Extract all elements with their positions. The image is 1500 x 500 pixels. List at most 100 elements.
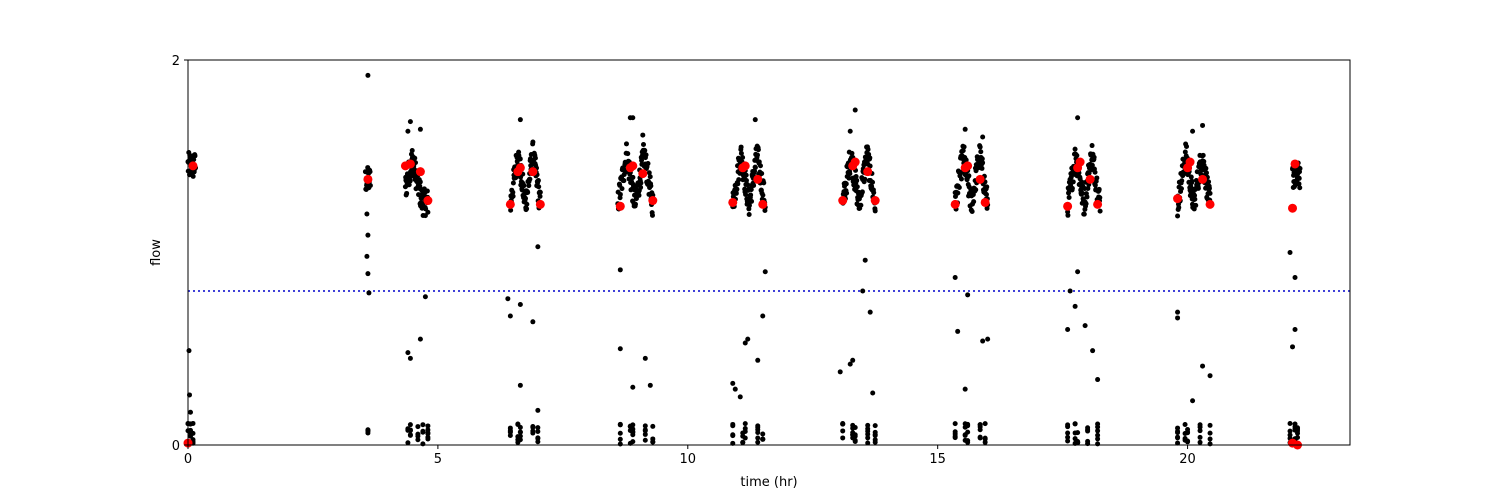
data-point xyxy=(1065,430,1071,436)
data-point xyxy=(735,181,741,187)
data-point xyxy=(525,189,531,195)
data-point xyxy=(760,192,766,198)
data-point xyxy=(188,161,198,171)
data-point xyxy=(510,193,516,199)
data-point xyxy=(870,179,876,185)
data-point xyxy=(751,183,757,189)
data-point xyxy=(648,183,654,189)
data-point xyxy=(759,170,765,176)
data-point xyxy=(755,152,760,158)
data-point xyxy=(963,161,973,171)
data-point xyxy=(1072,421,1078,427)
data-point xyxy=(853,174,859,180)
data-point xyxy=(1176,205,1182,211)
data-point xyxy=(617,191,623,197)
data-point xyxy=(979,165,985,171)
data-point xyxy=(1193,202,1199,208)
data-point xyxy=(985,336,991,342)
data-point xyxy=(647,174,653,180)
data-point xyxy=(1072,303,1078,309)
data-point xyxy=(517,424,523,430)
data-point xyxy=(1063,201,1073,211)
data-point xyxy=(867,309,873,315)
data-point xyxy=(1069,185,1075,191)
data-point xyxy=(980,338,986,344)
data-point xyxy=(642,423,648,429)
data-point xyxy=(740,161,750,171)
data-point xyxy=(867,155,873,161)
data-point xyxy=(743,192,749,198)
data-point xyxy=(617,267,623,273)
data-point xyxy=(420,422,426,428)
data-point xyxy=(638,184,644,190)
data-point xyxy=(190,173,196,179)
data-point xyxy=(743,172,749,178)
data-point xyxy=(1074,152,1080,158)
data-point xyxy=(852,107,858,113)
data-point xyxy=(530,139,536,145)
data-point xyxy=(837,369,843,375)
data-point xyxy=(645,161,651,167)
data-point xyxy=(364,211,370,217)
data-point xyxy=(1188,174,1194,180)
data-point xyxy=(1297,185,1303,191)
data-point xyxy=(872,437,878,443)
data-point xyxy=(1095,428,1101,434)
data-point xyxy=(862,257,868,263)
data-point xyxy=(1182,149,1188,155)
data-point xyxy=(840,428,846,434)
data-point xyxy=(952,431,958,437)
data-point xyxy=(628,161,638,171)
data-point xyxy=(757,163,763,169)
data-point xyxy=(1192,193,1198,199)
data-point xyxy=(530,424,536,430)
data-point xyxy=(980,160,986,166)
data-point xyxy=(1195,185,1201,191)
data-point xyxy=(748,192,754,198)
data-point xyxy=(973,187,979,193)
data-point xyxy=(415,424,421,430)
data-point xyxy=(737,394,743,400)
data-point xyxy=(745,182,751,188)
data-point xyxy=(1197,434,1203,440)
data-point xyxy=(530,319,536,325)
data-point xyxy=(407,432,413,438)
data-point xyxy=(1200,152,1206,158)
data-point xyxy=(617,430,623,436)
data-point xyxy=(190,430,196,436)
data-point xyxy=(1072,146,1078,152)
data-point xyxy=(852,438,858,444)
data-point xyxy=(854,184,860,190)
data-point xyxy=(843,181,849,187)
data-point xyxy=(1287,432,1293,438)
data-point xyxy=(617,441,623,447)
data-point xyxy=(1296,181,1302,187)
data-point xyxy=(1295,428,1301,434)
data-point xyxy=(862,176,868,182)
data-point xyxy=(1292,421,1298,427)
data-point xyxy=(850,157,860,167)
data-point xyxy=(1287,421,1293,426)
data-point xyxy=(984,184,990,190)
data-point xyxy=(517,156,523,162)
data-point xyxy=(952,435,958,441)
data-point xyxy=(858,202,864,208)
data-point xyxy=(535,177,541,183)
data-point xyxy=(1096,186,1102,192)
data-point xyxy=(1065,212,1071,218)
data-point xyxy=(742,421,748,427)
data-point xyxy=(522,196,528,202)
data-point xyxy=(761,180,767,186)
data-point xyxy=(969,209,975,215)
data-point xyxy=(363,174,373,184)
data-point xyxy=(1084,194,1090,200)
data-point xyxy=(515,163,525,173)
data-point xyxy=(191,157,197,163)
data-point xyxy=(748,187,754,193)
data-point xyxy=(365,72,371,78)
data-point xyxy=(1194,169,1200,175)
data-point xyxy=(535,435,541,441)
data-point xyxy=(844,190,850,196)
data-point xyxy=(1097,208,1103,214)
data-point xyxy=(638,169,648,179)
